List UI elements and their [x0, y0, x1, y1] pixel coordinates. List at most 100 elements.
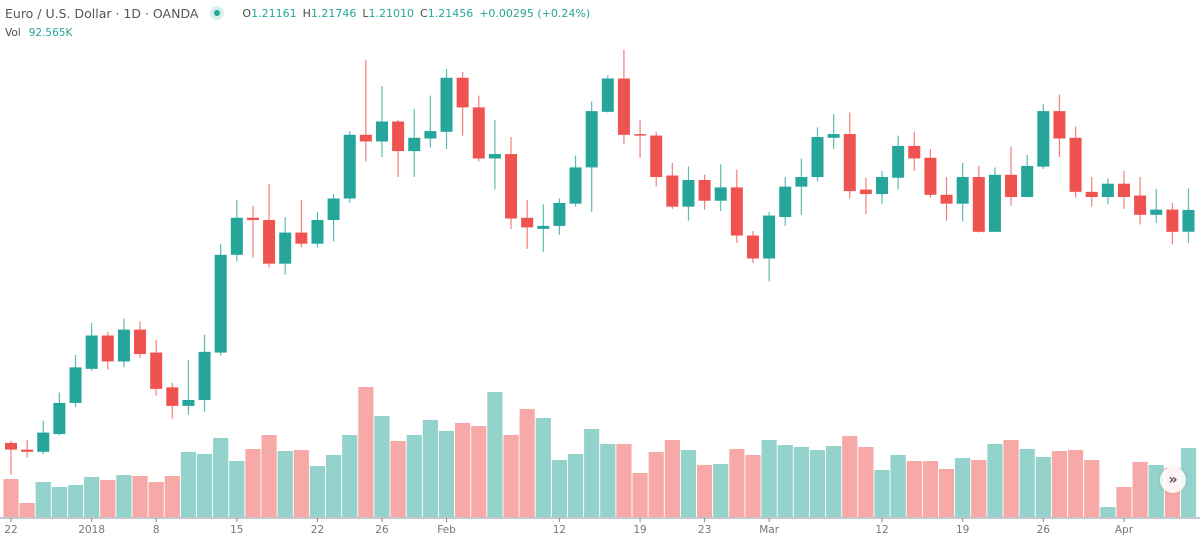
volume-bar: [164, 476, 180, 517]
candle: [279, 217, 292, 275]
candle-body: [779, 186, 792, 218]
ohlc-low: L1.21010: [362, 7, 414, 20]
candle-body: [698, 179, 711, 201]
candle: [698, 174, 711, 210]
candle-body: [1037, 111, 1050, 167]
candle-body: [424, 131, 437, 139]
volume-bars: [3, 386, 1197, 517]
candle: [876, 171, 889, 204]
candle-body: [553, 202, 566, 226]
candle: [617, 49, 630, 144]
candle: [811, 127, 824, 182]
candle: [1101, 178, 1114, 205]
volume-bar: [938, 468, 955, 517]
candle-body: [892, 145, 905, 178]
x-tick-label: 8: [153, 524, 160, 536]
volume-bar: [471, 425, 487, 517]
ohlc-close: C1.21456: [420, 7, 473, 20]
volume-bar: [761, 439, 777, 517]
volume-bar: [600, 444, 616, 517]
symbol-row: Euro / U.S. Dollar · 1D · OANDA O1.21161…: [5, 5, 590, 21]
candle: [1069, 126, 1082, 198]
volume-bar: [987, 444, 1003, 517]
candle: [53, 392, 66, 436]
candle: [795, 158, 808, 215]
volume-bar: [745, 454, 761, 517]
candle: [666, 162, 679, 209]
volume-bar: [374, 415, 390, 517]
candle-body: [230, 217, 243, 255]
volume-bar: [84, 476, 100, 517]
volume-bar: [874, 469, 890, 517]
candle: [859, 177, 872, 215]
candle-body: [601, 78, 614, 112]
volume-bar: [422, 420, 438, 517]
volume-bar: [1051, 451, 1068, 517]
candle-body: [730, 187, 743, 236]
candle: [1005, 146, 1018, 206]
candle: [892, 135, 905, 190]
candle: [408, 108, 421, 178]
candle: [182, 359, 195, 415]
volume-bar: [19, 502, 35, 517]
double-chevron-right-icon: »: [1168, 472, 1178, 488]
x-axis-ticks: 22 2018 8 15 22 26 Feb 12 19 23 Mar 12 19 26 Apr: [4, 518, 1134, 536]
candle: [682, 166, 695, 221]
volume-bar: [1116, 487, 1132, 517]
candle-body: [295, 232, 308, 244]
candle-body: [182, 399, 195, 406]
volume-bar: [842, 435, 858, 517]
candle: [166, 382, 179, 419]
candle: [746, 231, 759, 263]
volume-bar: [277, 451, 293, 517]
candles: [5, 49, 1195, 475]
x-tick-label: Feb: [437, 524, 456, 536]
candle-body: [69, 367, 82, 403]
volume-bar: [455, 423, 471, 517]
volume-bar: [326, 454, 342, 517]
candle: [246, 205, 259, 258]
candle: [198, 334, 211, 412]
candle-body: [198, 351, 211, 400]
x-tick-label: 26: [375, 524, 389, 536]
candle: [263, 183, 276, 268]
candle-body: [1101, 183, 1114, 198]
candle: [1182, 188, 1195, 243]
open-label: O: [242, 6, 252, 20]
candle: [569, 155, 582, 207]
volume-label: Vol: [5, 27, 21, 39]
volume-bar: [777, 444, 793, 517]
volume-bar: [955, 458, 971, 517]
volume-bar: [1084, 459, 1100, 517]
candle-body: [505, 154, 518, 219]
volume-bar: [116, 475, 132, 517]
symbol-title[interactable]: Euro / U.S. Dollar · 1D · OANDA: [5, 5, 199, 21]
volume-bar: [1067, 449, 1084, 517]
candle: [472, 95, 485, 162]
candle-body: [343, 134, 356, 199]
volume-bar: [922, 461, 939, 517]
close-value: 1.21456: [427, 6, 474, 20]
volume-bar: [293, 449, 309, 517]
market-status-icon: [210, 6, 225, 20]
volume-bar: [245, 449, 261, 517]
candle-body: [472, 107, 485, 159]
candle: [134, 321, 147, 358]
volume-bar: [729, 449, 745, 517]
candle-body: [1182, 209, 1195, 232]
volume-bar: [1100, 507, 1116, 517]
candle: [505, 137, 518, 229]
candle-body: [972, 177, 985, 232]
scroll-to-realtime-button[interactable]: »: [1160, 467, 1186, 493]
volume-bar: [567, 454, 584, 517]
volume-bar: [132, 476, 148, 517]
volume-bar: [390, 440, 406, 517]
candle-body: [456, 77, 469, 108]
candle: [714, 164, 727, 212]
candle: [972, 165, 985, 233]
volume-bar: [100, 480, 116, 517]
candle-body: [53, 402, 66, 435]
low-value: 1.21010: [368, 6, 415, 20]
candle-body: [440, 77, 453, 132]
